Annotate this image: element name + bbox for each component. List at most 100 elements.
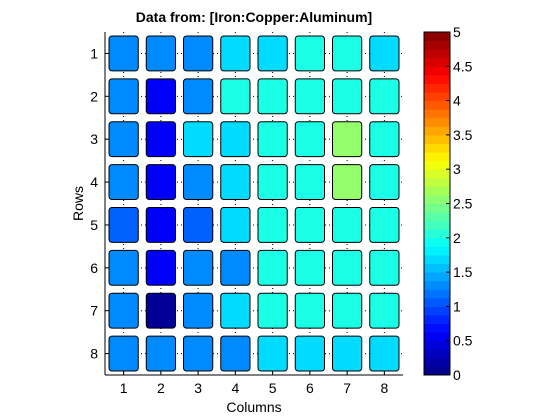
colorbar-tick-label: 2.5 (453, 196, 473, 212)
heatmap-cell (145, 292, 176, 329)
colorbar-band (424, 177, 450, 187)
colorbar-band (424, 220, 450, 230)
colorbar-tick-label: 4.5 (453, 58, 473, 74)
heatmap-cell (220, 335, 251, 372)
colorbar-band (424, 66, 450, 76)
x-tick-label: 7 (343, 380, 351, 396)
heatmap-cell (183, 249, 214, 286)
heatmap-cell (183, 78, 214, 115)
heatmap-cell (257, 292, 288, 329)
colorbar-band (424, 254, 450, 265)
y-tick-label: 1 (90, 45, 98, 61)
heatmap-cell (108, 78, 139, 115)
heatmap-cell (332, 249, 363, 286)
x-tick-label: 2 (157, 380, 165, 396)
colorbar-tick-label: 0.5 (453, 333, 473, 349)
colorbar-band (424, 152, 450, 162)
colorbar-band (424, 357, 450, 367)
heatmap-cell (294, 121, 325, 158)
heatmap-cell (257, 121, 288, 158)
heatmap-cell (145, 207, 176, 243)
heatmap-cell (332, 121, 363, 158)
colorbar-band (424, 57, 450, 67)
colorbar-tick-label: 0 (453, 367, 461, 383)
heatmap-cell (332, 164, 363, 200)
heatmap-cell (369, 35, 400, 72)
colorbar-band (424, 332, 450, 342)
y-tick-label: 7 (90, 303, 98, 319)
y-tick-label: 2 (90, 88, 98, 104)
x-axis-label: Columns (226, 399, 281, 415)
colorbar-band (424, 32, 450, 42)
colorbar-band (424, 203, 450, 213)
heatmap-cell (220, 121, 251, 158)
x-tick-label: 3 (194, 380, 202, 396)
heatmap-cell (257, 164, 288, 200)
colorbar-band (424, 92, 450, 102)
heatmap-cell (145, 121, 176, 158)
colorbar-band (424, 366, 450, 376)
colorbar-band (424, 306, 450, 316)
colorbar-band (424, 143, 450, 153)
heatmap-cell (220, 78, 251, 115)
heatmap-cell (108, 335, 139, 372)
heatmap-cell (294, 78, 325, 115)
heatmap-cell (183, 35, 214, 72)
heatmap-cell (332, 335, 363, 372)
colorbar-tick-label: 3.5 (453, 127, 473, 143)
heatmap-cell (294, 35, 325, 72)
heatmap-cell (294, 164, 325, 200)
heatmap-cell (108, 292, 139, 329)
colorbar-band (424, 229, 450, 239)
heatmap-cell (369, 164, 400, 200)
colorbar-tick-label: 2 (453, 230, 461, 246)
y-axis-label: Rows (70, 186, 86, 221)
heatmap-cell (257, 249, 288, 286)
heatmap-cell (332, 78, 363, 115)
x-tick-label: 8 (380, 380, 388, 396)
heatmap-cell (220, 207, 251, 243)
heatmap-cell (145, 335, 176, 372)
colorbar-band (424, 49, 450, 59)
heatmap-cell (145, 249, 176, 286)
colorbar-band (424, 314, 450, 325)
heatmap-cell (108, 121, 139, 158)
colorbar-band (424, 194, 450, 204)
colorbar-band (424, 272, 450, 282)
colorbar-band (424, 246, 450, 256)
y-tick-label: 4 (90, 174, 98, 190)
heatmap-cell (183, 164, 214, 200)
heatmap-cell (220, 249, 251, 286)
colorbar-band (424, 160, 450, 170)
colorbar-band (424, 109, 450, 119)
heatmap-cell (108, 207, 139, 243)
x-tick-label: 4 (231, 380, 239, 396)
colorbar-band (424, 340, 450, 350)
heatmap-cell (294, 292, 325, 329)
heatmap-cell (220, 35, 251, 72)
heatmap-cell (332, 292, 363, 329)
colorbar-tick-label: 1 (453, 298, 461, 314)
heatmap-cell (108, 35, 139, 72)
heatmap-cell (369, 207, 400, 243)
colorbar-band (424, 263, 450, 273)
colorbar-tick-label: 1.5 (453, 264, 473, 280)
heatmap-cell (220, 164, 251, 200)
cells (108, 35, 400, 372)
heatmap-cell (183, 292, 214, 329)
heatmap-cell (332, 35, 363, 72)
heatmap-cell (294, 249, 325, 286)
heatmap-cell (369, 335, 400, 372)
colorbar-band (424, 323, 450, 333)
heatmap-cell (145, 78, 176, 115)
y-tick-label: 6 (90, 260, 98, 276)
colorbar-band (424, 117, 450, 127)
colorbar-band (424, 212, 450, 222)
colorbar-band (424, 134, 450, 144)
heatmap-cell (369, 78, 400, 115)
heatmap-cell (108, 249, 139, 286)
colorbar-band (424, 83, 450, 93)
x-tick-label: 1 (120, 380, 128, 396)
y-tick-label: 3 (90, 131, 98, 147)
